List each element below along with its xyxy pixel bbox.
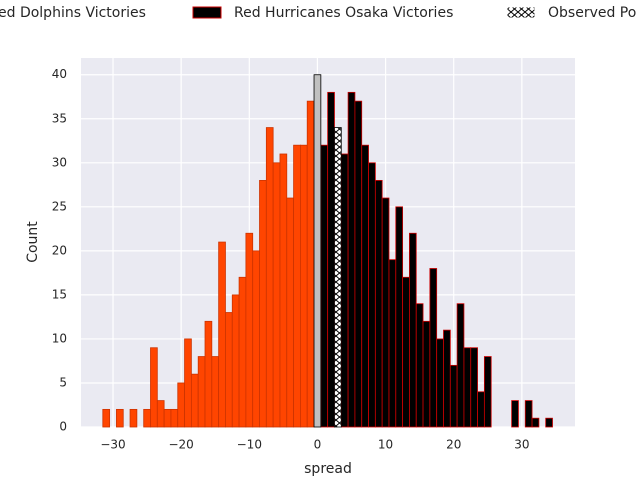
bar [368,162,376,428]
bar [163,408,172,428]
bar [170,408,179,428]
x-tick-label: −20 [168,438,193,452]
bar [279,153,288,428]
bar [116,408,124,428]
bar [524,400,533,428]
bar [545,417,553,428]
bar [252,250,260,428]
bar [409,232,417,428]
x-tick-label: 30 [514,438,529,452]
bar [463,347,472,428]
bar [129,408,138,428]
legend-label: Observed Po [548,5,636,21]
bar [374,180,383,428]
x-tick-label: −10 [237,438,262,452]
legend-label: Red Hurricanes Osaka Victories [234,5,453,21]
x-tick-label: 20 [446,438,461,452]
bar [272,162,281,428]
bar [402,276,410,428]
bar [150,347,158,428]
bar [449,364,458,428]
bar [259,180,267,428]
bar [334,127,342,428]
bar [340,153,349,428]
y-tick-label: 15 [52,287,67,301]
bar [327,91,335,428]
bar [429,268,438,428]
bar [422,320,431,428]
bar [320,144,329,428]
bar [197,356,206,428]
bar [143,408,151,428]
bar [477,391,485,428]
y-axis-label: Count [25,221,41,263]
bar [156,400,165,428]
bar [177,382,185,428]
bar [225,312,233,428]
legend-swatch [192,6,222,19]
bar [265,127,274,428]
bar [204,320,213,428]
y-tick-label: 25 [52,199,67,213]
bar [354,100,363,428]
bar [293,144,301,428]
bar [286,197,294,428]
bar [184,338,192,428]
x-tick-label: 0 [314,438,322,452]
bar [483,356,492,428]
bar [190,373,199,428]
y-tick-label: 35 [52,111,67,125]
bar [361,144,369,428]
bar [436,338,444,428]
bar [306,100,315,428]
y-tick-label: 10 [52,331,67,345]
bar [443,329,451,428]
bar [415,303,424,428]
bar [531,417,540,428]
bar [313,74,322,428]
bar [456,303,465,428]
x-axis-label: spread [304,461,352,477]
y-tick-label: 5 [59,375,67,389]
y-tick-label: 40 [52,67,67,81]
bar [395,206,404,428]
bar [238,276,247,428]
bar [218,241,226,428]
bar [388,259,397,428]
bar [347,91,356,428]
bar [300,144,308,428]
legend-swatch [506,6,536,19]
bar [511,400,519,428]
bar [381,197,390,428]
bar [211,356,220,428]
bar [470,347,478,428]
legend-label: ed Dolphins Victories [0,5,146,21]
bar [231,294,240,428]
y-tick-label: 20 [52,243,67,257]
bar [102,408,111,428]
y-tick-label: 0 [59,420,67,434]
x-tick-label: −30 [100,438,125,452]
x-tick-label: 10 [378,438,393,452]
bar [245,232,254,428]
y-tick-label: 30 [52,155,67,169]
